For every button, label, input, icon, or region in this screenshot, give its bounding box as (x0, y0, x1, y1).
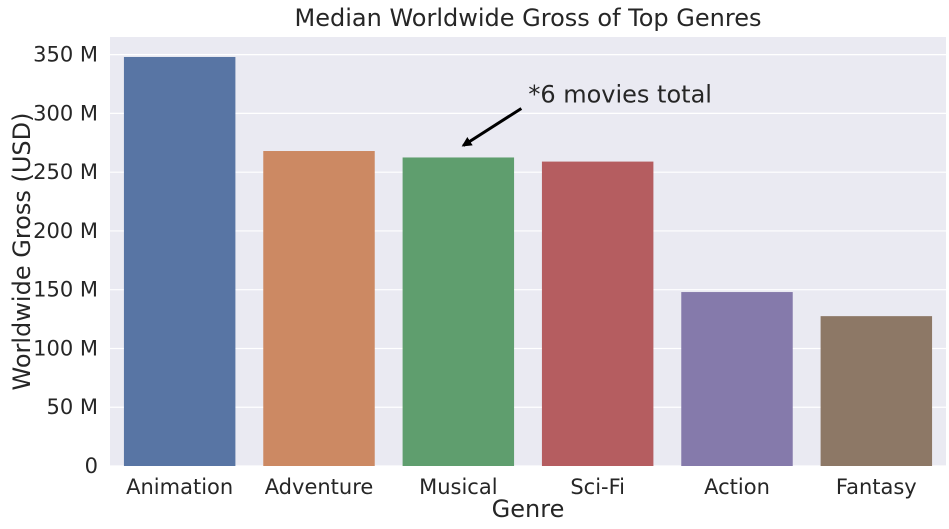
annotation-arrow (461, 107, 523, 147)
y-tick-label: 50 M (46, 395, 98, 419)
x-tick-label: Animation (126, 475, 233, 499)
y-axis-title: Worldwide Gross (USD) (8, 113, 36, 391)
y-tick-label: 100 M (33, 336, 98, 360)
annotation: *6 movies total (461, 80, 712, 147)
bar-adventure (263, 151, 375, 466)
y-axis-ticks: 0 50 M 100 M 150 M 200 M 250 M 300 M 350 M (33, 43, 98, 478)
y-tick-label: 300 M (33, 101, 98, 125)
x-axis-ticks: Animation Adventure Musical Sci-Fi Action Fan… (126, 475, 917, 499)
bar-fantasy (820, 316, 933, 466)
gridlines (110, 54, 946, 467)
y-tick-label: 0 (85, 454, 98, 478)
plot-area (110, 37, 946, 466)
y-tick-label: 150 M (33, 278, 98, 302)
bar-action (681, 292, 793, 466)
bar-sci-fi (541, 161, 654, 466)
bars (123, 56, 933, 466)
chart-title: Median Worldwide Gross of Top Genres (295, 4, 762, 32)
x-tick-label: Sci-Fi (570, 475, 625, 499)
x-tick-label: Musical (419, 475, 497, 499)
x-tick-label: Action (704, 475, 770, 499)
x-tick-label: Fantasy (836, 475, 917, 499)
y-tick-label: 250 M (33, 160, 98, 184)
annotation-text: *6 movies total (528, 80, 712, 108)
bar-animation (123, 56, 236, 466)
x-tick-label: Adventure (265, 475, 374, 499)
x-axis-title: Genre (492, 495, 565, 523)
bar-musical (402, 157, 515, 466)
y-tick-label: 200 M (33, 219, 98, 243)
y-tick-label: 350 M (33, 43, 98, 67)
